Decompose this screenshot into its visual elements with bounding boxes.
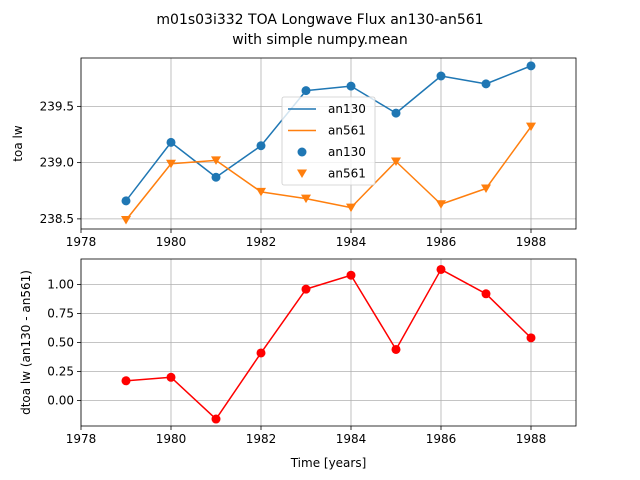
p0-x-tick-label: 1980 xyxy=(156,235,187,249)
p0-series-3-point xyxy=(481,184,491,193)
p1-x-axis-label: Time [years] xyxy=(290,456,367,470)
p0-series-2-point xyxy=(301,86,311,96)
p0-y-tick-label: 239.5 xyxy=(40,99,74,113)
chart-title-line2: with simple numpy.mean xyxy=(232,32,408,48)
p0-series-2-point xyxy=(121,196,131,206)
p1-x-tick-label: 1980 xyxy=(156,432,187,446)
p1-series-0-point xyxy=(121,376,131,386)
legend-label: an130 xyxy=(328,102,366,116)
p0-y-tick-label: 238.5 xyxy=(40,212,74,226)
p1-x-tick-label: 1978 xyxy=(66,432,97,446)
p0-series-3-point xyxy=(391,157,401,166)
p1-series-0-point xyxy=(166,372,176,382)
p0-series-3-point xyxy=(436,200,446,209)
p1-x-tick-label: 1984 xyxy=(336,432,367,446)
legend-label: an130 xyxy=(328,145,366,159)
p1-series-0-point xyxy=(346,270,356,280)
p0-y-axis-label: toa lw xyxy=(11,125,25,162)
p1-series-line-0 xyxy=(125,268,532,420)
p0-series-2-point xyxy=(481,79,491,89)
p0-series-2-point xyxy=(346,81,356,91)
p0-series-2-point xyxy=(256,141,266,151)
bottom-panel: 1978 1980 1982 1984 1986 1988 0.00 0.25 0.50 0.75… xyxy=(19,258,577,470)
p1-x-tick-label: 1982 xyxy=(246,432,277,446)
p0-x-tick-label: 1986 xyxy=(426,235,457,249)
p0-axes-frame xyxy=(80,57,577,230)
p1-y-tick-label: 0.00 xyxy=(47,393,74,407)
p1-series-0-point xyxy=(436,264,446,274)
p1-series-0-point xyxy=(481,289,491,299)
p1-y-tick-label: 0.75 xyxy=(47,307,74,321)
p1-series-0-point xyxy=(301,284,311,294)
p0-series-3-point xyxy=(346,203,356,213)
p0-series-3-point xyxy=(121,216,131,225)
p0-series-2-point xyxy=(166,137,176,147)
p1-series-0-point xyxy=(256,348,266,358)
p1-y-tick-label: 0.25 xyxy=(47,364,74,378)
p0-series-3-point xyxy=(301,194,311,204)
legend-swatch-triangle xyxy=(297,169,307,178)
p1-x-tick-label: 1986 xyxy=(426,432,457,446)
p0-x-tick-label: 1984 xyxy=(336,235,367,249)
top-panel: 1978 1980 1982 1984 1986 1988 238.5 239.0 239.5 t… xyxy=(11,57,577,249)
p0-series-line-1 xyxy=(125,126,532,221)
p1-series-0-point xyxy=(526,333,536,343)
p0-series-2-point xyxy=(391,108,401,118)
p1-y-tick-label: 1.00 xyxy=(47,278,74,292)
p1-x-tick-label: 1988 xyxy=(516,432,547,446)
legend-label: an561 xyxy=(328,167,366,181)
p0-series-3-point xyxy=(526,122,536,132)
legend-label: an561 xyxy=(328,124,366,138)
p0-series-2-point xyxy=(436,71,446,81)
p0-x-tick-label: 1988 xyxy=(516,235,547,249)
chart-title-line1: m01s03i332 TOA Longwave Flux an130-an561 xyxy=(156,12,483,28)
p0-x-tick-label: 1978 xyxy=(66,235,97,249)
p0-series-3-point xyxy=(256,187,266,197)
p0-series-3-point xyxy=(166,159,176,169)
p0-series-2-point xyxy=(211,172,221,182)
p0-y-tick-label: 239.0 xyxy=(40,156,74,170)
p0-x-tick-label: 1982 xyxy=(246,235,277,249)
p0-series-3-point xyxy=(211,156,221,165)
p1-y-axis-label: dtoa lw (an130 - an561) xyxy=(19,270,33,415)
p1-series-0-point xyxy=(211,414,221,424)
legend-box xyxy=(281,96,376,186)
p1-series-0-point xyxy=(391,344,401,354)
p0-series-2-point xyxy=(526,61,536,71)
legend-swatch-circle xyxy=(297,147,307,157)
p1-y-tick-label: 0.50 xyxy=(47,336,74,350)
p0-series-line-0 xyxy=(125,65,532,202)
